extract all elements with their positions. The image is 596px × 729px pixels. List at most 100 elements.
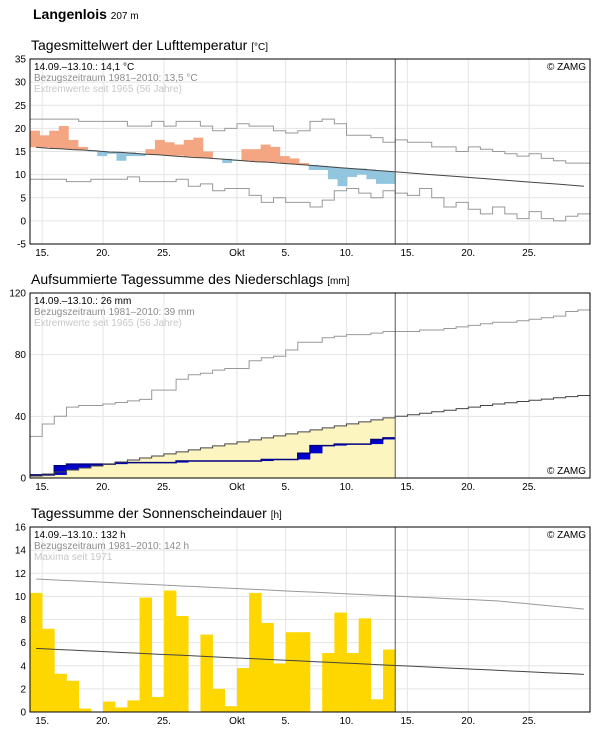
- temp-y-tick-label: 20: [15, 124, 27, 135]
- sun-bars: [30, 590, 396, 712]
- sun-x-tick-label: 25.: [157, 716, 171, 727]
- sun-bar: [200, 634, 213, 712]
- temp-anomaly-bar: [289, 158, 300, 164]
- temp-y-tick-label: 15: [15, 147, 27, 158]
- sun-bar: [151, 696, 165, 712]
- sun-bar: [30, 592, 43, 712]
- precip-normal-line: [30, 395, 590, 477]
- temp-anomaly-bar: [385, 171, 396, 184]
- precip-x-tick-label: Okt: [229, 482, 245, 493]
- temp-x-tick-label: 5.: [281, 248, 289, 259]
- temp-anomaly-bar: [30, 130, 40, 148]
- temp-anomaly-bar: [279, 156, 290, 164]
- precip-x-tick-label: 20.: [96, 482, 110, 493]
- precip-above-block: [66, 464, 79, 470]
- temp-anomaly-bar: [154, 139, 165, 155]
- sun-title: Tagessumme der Sonnenscheindauer [h]: [31, 505, 282, 521]
- sun-copyright: © ZAMG: [547, 530, 586, 541]
- precip-daily-step: [66, 464, 79, 466]
- sun-x-tick-label: 5.: [281, 716, 289, 727]
- precip-y-tick-label: 0: [20, 474, 26, 485]
- temp-anomaly-bar: [356, 168, 367, 175]
- sun-y-tick-label: 2: [20, 684, 26, 695]
- temp-anomaly-bar: [68, 139, 79, 150]
- sun-bar: [212, 688, 226, 712]
- temp-anomaly-bar: [49, 130, 60, 149]
- station-elevation: 207 m: [110, 11, 139, 22]
- sun-x-tick-label: Okt: [229, 716, 245, 727]
- temp-anomaly-bar: [251, 149, 261, 162]
- temp-title-text: Tagesmittelwert der Lufttemperatur: [31, 37, 248, 53]
- precip-daily-step: [261, 459, 274, 462]
- precip-info-line1: 14.09.–13.10.: 26 mm: [34, 296, 131, 307]
- temp-y-tick-label: 25: [15, 101, 27, 112]
- temp-y-tick-label: 30: [15, 78, 27, 89]
- precip-y-tick-label: 80: [15, 350, 27, 361]
- precip-daily-step: [383, 437, 396, 440]
- temp-y-tick-label: 10: [15, 170, 27, 181]
- temp-anomaly-bar: [106, 151, 117, 154]
- sun-y-tick-label: 14: [15, 546, 27, 557]
- temp-anomaly-bar: [375, 170, 386, 184]
- sun-bar: [163, 590, 177, 712]
- precip-frame: [29, 292, 591, 479]
- precip-x-tick-label: 25.: [157, 482, 171, 493]
- precip-x-tick-label: 20.: [461, 482, 475, 493]
- temp-anomaly-bar: [241, 149, 252, 161]
- temp-anomaly-bar: [202, 151, 213, 158]
- temp-anomaly-bar: [260, 144, 271, 162]
- sun-bar: [103, 701, 116, 712]
- sun-bar: [127, 700, 140, 712]
- temp-anomaly-bar: [116, 152, 127, 161]
- sun-normal-line: [36, 647, 584, 675]
- temp-x-tick-label: 20.: [461, 248, 475, 259]
- temp-anomaly-bar: [347, 168, 358, 177]
- precip-title: Aufsummierte Tagessumme des Niederschlag…: [31, 271, 349, 287]
- sun-y-tick-label: 16: [15, 523, 27, 534]
- sun-bar: [236, 668, 250, 712]
- sun-y-tick-label: 8: [20, 615, 26, 626]
- temp-anomaly-bar: [337, 167, 348, 187]
- temp-info-line2: Bezugszeitraum 1981–2010: 13,5 °C: [34, 73, 198, 84]
- precip-daily-step: [176, 461, 189, 463]
- precip-title-text: Aufsummierte Tagessumme des Niederschlag…: [31, 271, 324, 287]
- sun-y-tick-label: 10: [15, 592, 27, 603]
- temp-panel: 15. 20. 25. Okt 5. 10. 15. 20. 25. -5 0 5 10 15 20 25 30…: [15, 55, 591, 259]
- precip-x-tick-label: 25.: [522, 482, 536, 493]
- sun-bar: [249, 592, 262, 712]
- sun-bar: [334, 612, 347, 712]
- station-header: Langenlois 207 m: [33, 6, 139, 22]
- sun-x-tick-label: 15.: [400, 716, 414, 727]
- temp-x-tick-label: 10.: [340, 248, 354, 259]
- temp-anomaly-bars: [30, 126, 396, 187]
- temp-anomaly-bar: [327, 166, 338, 180]
- temp-anomaly-bar: [97, 151, 108, 157]
- sun-info-line3: Maxima seit 1971: [34, 552, 113, 563]
- sun-title-text: Tagessumme der Sonnenscheindauer: [31, 505, 267, 521]
- sun-bar: [139, 597, 153, 712]
- precip-y-tick-label: 40: [15, 412, 27, 423]
- temp-unit: [°C]: [251, 42, 268, 53]
- sun-bar: [54, 673, 67, 712]
- sun-bar: [358, 618, 372, 712]
- temp-anomaly-bar: [164, 142, 175, 156]
- temp-y-tick-label: -5: [17, 240, 26, 251]
- temp-anomaly-bar: [299, 163, 310, 165]
- sun-y-tick-label: 4: [20, 661, 26, 672]
- temp-copyright: © ZAMG: [547, 62, 586, 73]
- precip-y-tick-label: 120: [9, 289, 26, 300]
- precip-daily-step: [297, 453, 311, 460]
- precip-daily-step: [370, 439, 384, 445]
- temp-y-tick-label: 0: [20, 216, 26, 227]
- sun-x-tick-label: 10.: [340, 716, 354, 727]
- temp-anomaly-bar: [145, 149, 156, 155]
- precip-daily-step: [310, 445, 323, 454]
- sun-y-tick-label: 6: [20, 638, 26, 649]
- sun-bar: [322, 653, 335, 712]
- temp-anomaly-bar: [183, 139, 194, 157]
- sun-bar: [42, 628, 55, 712]
- precip-above-block: [90, 464, 104, 466]
- precip-panel: 15. 20. 25. Okt 5. 10. 15. 20. 25. 0 40 80 120 14.09.…: [9, 289, 591, 493]
- temp-anomaly-bar: [174, 144, 185, 156]
- precip-x-tick-label: 15.: [35, 482, 49, 493]
